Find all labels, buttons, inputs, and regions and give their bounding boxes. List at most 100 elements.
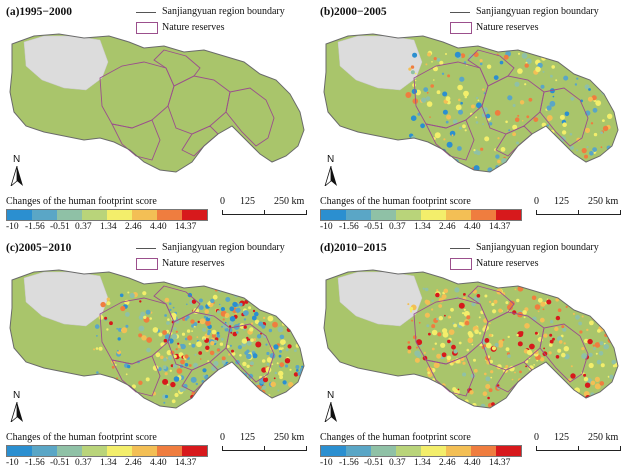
change-speckle (301, 325, 304, 332)
colorbar-tick-label: -0.51 (50, 222, 70, 232)
map-panel: (c)2005−2010 Sanjiangyuan region boundary… (4, 240, 316, 474)
change-speckle (472, 289, 477, 294)
change-speckle (426, 91, 429, 94)
change-speckle (588, 398, 590, 401)
change-speckle (565, 295, 570, 301)
change-speckle (594, 383, 601, 390)
change-speckle (606, 329, 612, 335)
scale-bar: 0 125 250 km (528, 196, 628, 222)
change-speckle (534, 331, 538, 335)
change-speckle (199, 358, 202, 360)
change-speckle (581, 148, 587, 154)
change-speckle (255, 341, 262, 348)
change-speckle (119, 293, 124, 298)
change-speckle (540, 84, 545, 89)
change-speckle (563, 342, 566, 345)
change-speckle (524, 83, 527, 86)
change-speckle (533, 364, 535, 366)
change-speckle (226, 345, 230, 348)
change-speckle (601, 79, 608, 86)
change-speckle (422, 287, 425, 290)
change-speckle (533, 375, 538, 380)
change-speckle (538, 339, 541, 342)
north-arrow: N (324, 390, 348, 426)
boundary-line-icon (136, 12, 156, 13)
change-speckle (299, 316, 304, 322)
change-speckle (146, 347, 151, 353)
change-speckle (430, 84, 434, 88)
change-speckle (570, 373, 576, 379)
change-speckle (484, 338, 490, 343)
change-speckle (277, 305, 283, 311)
change-speckle (534, 349, 539, 355)
change-speckle (495, 154, 500, 159)
change-speckle (611, 359, 617, 365)
change-speckle (442, 91, 448, 97)
change-speckle (292, 298, 299, 305)
change-speckle (596, 395, 600, 399)
change-speckle (260, 332, 262, 335)
change-speckle (587, 338, 593, 345)
change-speckle (432, 150, 438, 156)
change-speckle (224, 327, 229, 332)
colorbar-tick-label: 2.46 (439, 222, 456, 232)
change-speckle (594, 60, 600, 66)
change-speckle (282, 380, 287, 385)
change-speckle (593, 132, 598, 137)
change-speckle (459, 402, 462, 405)
change-speckle (279, 375, 283, 380)
colorbar-segment (396, 446, 421, 456)
map-panel: (d)2010−2015 Sanjiangyuan region boundary… (318, 240, 630, 474)
change-speckle (141, 335, 147, 341)
change-speckle (95, 347, 99, 350)
change-speckle (445, 160, 451, 166)
colorbar-segment (182, 210, 207, 220)
change-speckle (444, 164, 449, 169)
nature-reserve-outline (481, 311, 545, 371)
change-speckle (288, 310, 293, 315)
change-speckle (564, 111, 570, 117)
change-speckle (561, 352, 566, 358)
change-speckle (522, 146, 526, 151)
scale-bar-tick (264, 446, 265, 451)
change-speckle (92, 388, 96, 392)
change-speckle (559, 114, 565, 120)
north-arrow: N (10, 154, 34, 190)
change-speckle (457, 84, 463, 91)
change-speckle (431, 347, 435, 351)
change-speckle (581, 347, 585, 351)
boundary-line-icon (450, 12, 470, 13)
change-speckle (202, 336, 206, 341)
panel-title: (a)1995−2000 (6, 6, 72, 18)
change-speckle (476, 150, 481, 156)
nature-reserve-outline (539, 323, 589, 383)
change-speckle (550, 74, 553, 78)
change-speckle (533, 156, 538, 161)
change-speckle (250, 322, 254, 325)
change-speckle (589, 151, 594, 156)
change-speckle (498, 339, 504, 345)
change-speckle (173, 376, 180, 382)
change-speckle (434, 132, 441, 139)
change-speckle (523, 383, 529, 390)
change-speckle (142, 291, 147, 296)
change-speckle (592, 344, 595, 347)
change-speckle (116, 327, 119, 330)
change-speckle (558, 143, 563, 148)
change-speckle (162, 330, 168, 335)
colorbar-tick-label: 2.46 (125, 458, 142, 468)
change-speckle (131, 384, 136, 389)
change-speckle (500, 147, 506, 152)
change-speckle (192, 326, 195, 329)
change-speckle (414, 72, 417, 75)
change-speckle (248, 306, 252, 310)
change-speckle (405, 92, 412, 98)
change-speckle (522, 165, 526, 168)
change-speckle (464, 320, 470, 326)
nature-reserve-outline (467, 49, 515, 87)
colorbar-segment (32, 210, 57, 220)
change-speckle (410, 65, 415, 69)
change-speckle (125, 324, 129, 328)
change-speckle (207, 401, 212, 406)
change-speckle (287, 397, 289, 399)
